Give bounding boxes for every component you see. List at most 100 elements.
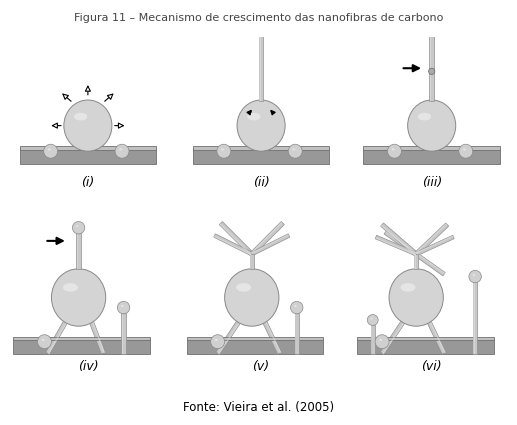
Text: (i): (i) <box>81 176 95 189</box>
FancyBboxPatch shape <box>427 320 446 354</box>
Text: (iv): (iv) <box>78 360 98 374</box>
FancyBboxPatch shape <box>371 326 372 354</box>
FancyBboxPatch shape <box>89 320 105 354</box>
FancyBboxPatch shape <box>430 34 431 101</box>
Bar <box>20 148 156 164</box>
FancyBboxPatch shape <box>250 254 254 269</box>
Ellipse shape <box>72 221 85 234</box>
FancyBboxPatch shape <box>375 237 416 255</box>
Bar <box>357 339 494 354</box>
FancyBboxPatch shape <box>371 326 375 354</box>
Ellipse shape <box>117 301 130 314</box>
Ellipse shape <box>375 335 389 348</box>
Text: (vi): (vi) <box>421 360 442 374</box>
Bar <box>363 146 500 150</box>
Ellipse shape <box>389 269 444 326</box>
FancyBboxPatch shape <box>214 234 253 256</box>
FancyBboxPatch shape <box>219 221 253 255</box>
FancyBboxPatch shape <box>414 254 418 269</box>
FancyBboxPatch shape <box>474 282 475 354</box>
Bar <box>187 339 323 354</box>
Ellipse shape <box>236 283 251 292</box>
Ellipse shape <box>463 148 466 150</box>
FancyBboxPatch shape <box>265 320 281 353</box>
Ellipse shape <box>459 144 473 158</box>
FancyBboxPatch shape <box>473 282 477 354</box>
Ellipse shape <box>52 269 106 326</box>
FancyBboxPatch shape <box>415 224 447 254</box>
FancyBboxPatch shape <box>251 234 289 254</box>
Bar <box>187 337 323 340</box>
FancyBboxPatch shape <box>216 320 241 354</box>
Ellipse shape <box>291 301 303 314</box>
FancyBboxPatch shape <box>77 232 81 269</box>
Ellipse shape <box>38 335 52 348</box>
Ellipse shape <box>379 339 382 341</box>
FancyBboxPatch shape <box>214 236 252 255</box>
Ellipse shape <box>63 283 78 292</box>
FancyBboxPatch shape <box>430 34 434 101</box>
Ellipse shape <box>237 100 285 151</box>
Ellipse shape <box>76 225 79 227</box>
FancyBboxPatch shape <box>381 223 418 256</box>
FancyBboxPatch shape <box>259 34 261 101</box>
FancyBboxPatch shape <box>295 313 296 354</box>
Ellipse shape <box>401 283 416 292</box>
Ellipse shape <box>429 68 435 74</box>
FancyBboxPatch shape <box>262 320 282 354</box>
Ellipse shape <box>368 314 378 326</box>
Ellipse shape <box>288 144 302 158</box>
Bar <box>357 337 494 340</box>
FancyBboxPatch shape <box>384 231 445 276</box>
Ellipse shape <box>217 144 231 158</box>
FancyBboxPatch shape <box>250 221 284 255</box>
Ellipse shape <box>64 100 112 151</box>
FancyBboxPatch shape <box>381 320 405 354</box>
Ellipse shape <box>225 269 279 326</box>
Ellipse shape <box>121 305 124 307</box>
Ellipse shape <box>408 100 456 151</box>
FancyBboxPatch shape <box>429 320 446 353</box>
Ellipse shape <box>215 339 218 341</box>
FancyBboxPatch shape <box>121 313 126 354</box>
Text: Fonte: Vieira et al. (2005): Fonte: Vieira et al. (2005) <box>183 401 334 414</box>
Ellipse shape <box>119 148 122 150</box>
FancyBboxPatch shape <box>77 232 78 269</box>
Ellipse shape <box>221 148 224 150</box>
Bar <box>193 148 329 164</box>
Bar <box>363 148 500 164</box>
Text: (v): (v) <box>252 360 270 374</box>
FancyBboxPatch shape <box>92 320 105 353</box>
FancyBboxPatch shape <box>375 235 417 256</box>
Ellipse shape <box>371 318 373 320</box>
Ellipse shape <box>418 113 431 121</box>
FancyBboxPatch shape <box>250 254 251 269</box>
Text: Figura 11 – Mecanismo de crescimento das nanofibras de carbono: Figura 11 – Mecanismo de crescimento das… <box>74 13 443 23</box>
Ellipse shape <box>469 270 481 283</box>
Bar <box>20 146 156 150</box>
FancyBboxPatch shape <box>258 34 263 101</box>
FancyBboxPatch shape <box>251 222 282 254</box>
Ellipse shape <box>247 113 261 121</box>
Bar <box>13 339 150 354</box>
Ellipse shape <box>42 339 44 341</box>
Ellipse shape <box>211 335 224 348</box>
FancyBboxPatch shape <box>220 224 251 255</box>
FancyBboxPatch shape <box>415 223 449 256</box>
Bar <box>193 146 329 150</box>
FancyBboxPatch shape <box>383 321 405 354</box>
FancyBboxPatch shape <box>122 313 123 354</box>
FancyBboxPatch shape <box>295 313 299 354</box>
Text: (ii): (ii) <box>253 176 269 189</box>
FancyBboxPatch shape <box>218 321 241 354</box>
FancyBboxPatch shape <box>416 235 453 254</box>
FancyBboxPatch shape <box>415 254 416 269</box>
FancyBboxPatch shape <box>45 320 68 354</box>
Ellipse shape <box>473 274 475 276</box>
Ellipse shape <box>48 148 51 150</box>
Ellipse shape <box>392 148 394 150</box>
Ellipse shape <box>74 113 87 121</box>
FancyBboxPatch shape <box>48 321 68 354</box>
Ellipse shape <box>43 144 58 158</box>
Ellipse shape <box>115 144 129 158</box>
